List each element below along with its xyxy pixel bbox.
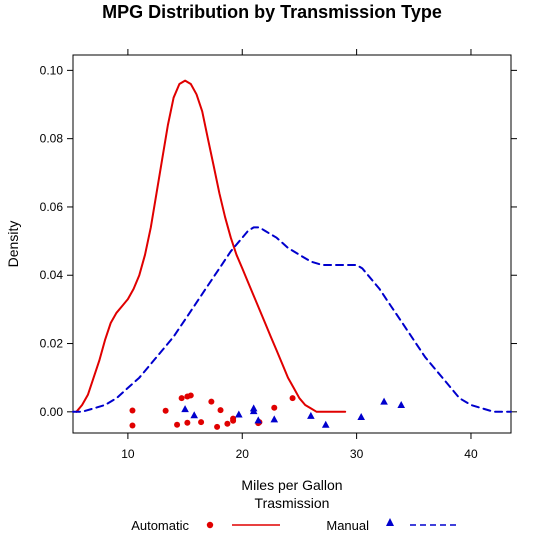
x-axis-label: Miles per Gallon	[241, 477, 342, 493]
point-manual	[190, 411, 199, 419]
point-automatic	[289, 395, 296, 402]
point-manual	[357, 412, 365, 420]
legend: Trasmission Automatic Manual	[131, 495, 458, 533]
point-manual	[235, 410, 243, 418]
x-tick-label: 30	[350, 447, 364, 461]
y-tick-label: 0.04	[40, 268, 64, 282]
y-tick-label: 0.08	[40, 132, 64, 146]
x-tick-label: 20	[236, 447, 250, 461]
legend-label-automatic: Automatic	[131, 518, 189, 533]
point-automatic	[174, 421, 181, 428]
point-automatic	[271, 404, 278, 411]
point-automatic	[187, 392, 194, 399]
rug-points	[129, 392, 406, 430]
x-tick-label: 10	[121, 447, 135, 461]
point-automatic	[184, 419, 191, 426]
point-manual	[270, 415, 279, 423]
legend-label-manual: Manual	[326, 518, 369, 533]
point-automatic	[198, 419, 205, 426]
density-line-manual	[72, 226, 512, 413]
y-axis-label: Density	[5, 221, 21, 268]
point-manual	[397, 401, 406, 408]
legend-marker-automatic	[206, 521, 214, 529]
point-automatic	[224, 420, 231, 427]
point-manual	[380, 397, 388, 405]
point-automatic	[178, 395, 185, 402]
point-manual	[321, 420, 330, 428]
plot-frame	[72, 54, 512, 434]
density-line-automatic	[75, 79, 347, 413]
point-automatic	[162, 407, 169, 414]
y-tick-label: 0.02	[40, 337, 64, 351]
point-automatic	[129, 407, 136, 414]
point-manual	[181, 405, 189, 413]
legend-title: Trasmission	[255, 495, 330, 511]
point-automatic	[129, 422, 136, 429]
point-manual	[249, 407, 258, 415]
chart-title: MPG Distribution by Transmission Type	[102, 2, 442, 22]
point-manual	[307, 411, 315, 419]
point-automatic	[217, 407, 224, 414]
x-tick-label: 40	[464, 447, 478, 461]
point-automatic	[214, 423, 221, 430]
point-automatic	[230, 417, 237, 424]
axes: 10 20 30 40 0.00 0.02 0.04 0.06 0.08 0.10	[40, 49, 517, 461]
legend-marker-manual	[386, 518, 394, 526]
y-tick-label: 0.06	[40, 200, 64, 214]
y-tick-label: 0.00	[40, 405, 64, 419]
y-tick-label: 0.10	[40, 63, 64, 77]
point-automatic	[208, 398, 215, 405]
point-manual	[254, 416, 263, 424]
density-curves	[72, 79, 512, 413]
